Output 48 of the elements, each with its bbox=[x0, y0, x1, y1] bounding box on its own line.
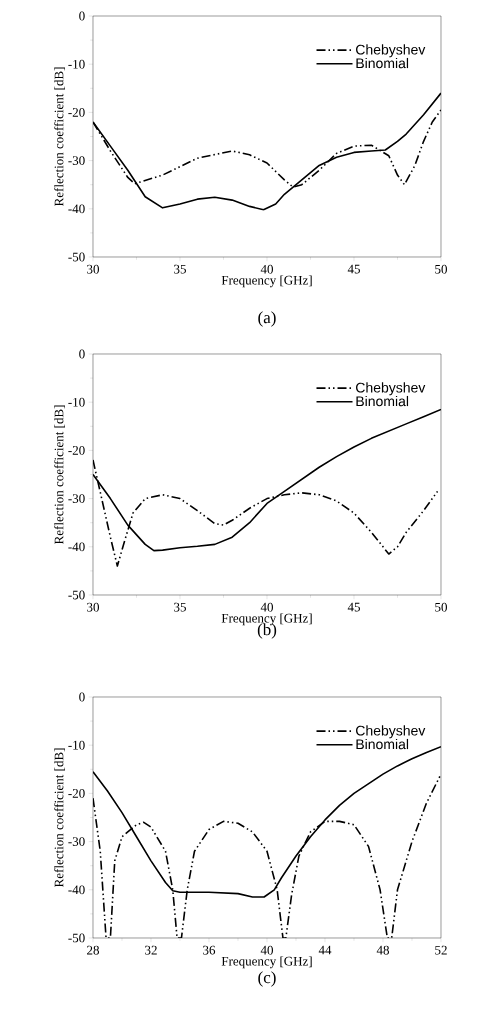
x-tick-label: 52 bbox=[435, 945, 447, 955]
y-tick-label: -50 bbox=[68, 252, 85, 262]
y-tick-label: 0 bbox=[79, 692, 85, 702]
x-tick-label: 35 bbox=[174, 602, 186, 612]
y-tick-label: -40 bbox=[68, 204, 85, 214]
y-tick-label: -30 bbox=[68, 494, 85, 503]
y-axis-title: Reflection coefficient [dB] bbox=[54, 748, 66, 888]
y-tick-label: -50 bbox=[68, 590, 85, 600]
x-tick-label: 40 bbox=[260, 602, 273, 612]
text: (c) bbox=[258, 971, 276, 987]
legend-label: Chebyshev bbox=[356, 44, 426, 58]
y-axis-title: Reflection coefficient [dB] bbox=[54, 67, 65, 207]
x-tick-label: 50 bbox=[435, 602, 447, 612]
x-axis-title: Frequency [GHz] bbox=[221, 275, 312, 288]
text: (a) bbox=[258, 311, 276, 327]
x-tick-label: 48 bbox=[376, 945, 389, 955]
y-tick-label: -10 bbox=[68, 740, 85, 750]
y-tick-label: 0 bbox=[79, 349, 85, 359]
legend-label: Binomial bbox=[356, 395, 409, 407]
y-tick-label: -10 bbox=[68, 397, 85, 407]
x-tick-label: 28 bbox=[87, 945, 100, 955]
legend-label: Chebyshev bbox=[356, 382, 426, 396]
legend-label: Binomial bbox=[356, 57, 409, 69]
x-tick-label: 50 bbox=[435, 264, 447, 274]
x-tick-label: 45 bbox=[347, 264, 360, 274]
x-tick-label: 36 bbox=[203, 945, 216, 955]
y-axis-title: Reflection coefficient [dB] bbox=[54, 405, 65, 545]
x-tick-label: 32 bbox=[145, 945, 157, 955]
x-tick-label: 30 bbox=[87, 264, 100, 274]
y-tick-label: -40 bbox=[68, 885, 85, 895]
x-tick-label: 35 bbox=[174, 264, 186, 274]
y-tick-label: -30 bbox=[68, 837, 85, 846]
x-tick-label: 30 bbox=[87, 602, 100, 612]
x-tick-label: 40 bbox=[260, 264, 273, 274]
y-tick-label: -20 bbox=[68, 789, 85, 798]
y-tick-label: 0 bbox=[79, 11, 85, 21]
y-tick-label: -20 bbox=[68, 446, 85, 455]
y-tick-label: -30 bbox=[68, 156, 85, 165]
x-tick-label: 45 bbox=[347, 602, 360, 612]
y-tick-label: -20 bbox=[68, 108, 85, 117]
x-axis-title: Frequency [GHz] bbox=[221, 956, 312, 969]
y-tick-label: -50 bbox=[68, 933, 85, 943]
x-tick-label: 40 bbox=[260, 945, 273, 955]
y-tick-label: -40 bbox=[68, 542, 85, 552]
x-tick-label: 44 bbox=[318, 945, 332, 955]
legend-label: Binomial bbox=[356, 738, 409, 750]
legend-label: Chebyshev bbox=[356, 725, 426, 739]
y-tick-label: -10 bbox=[68, 59, 85, 69]
